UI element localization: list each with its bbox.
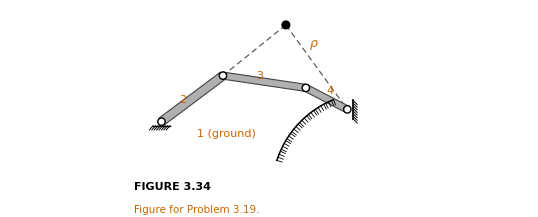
Text: 2: 2 [180, 95, 187, 105]
Polygon shape [304, 85, 349, 113]
Text: 1 (ground): 1 (ground) [196, 129, 256, 139]
Text: Figure for Problem 3.19.: Figure for Problem 3.19. [133, 205, 259, 215]
Polygon shape [159, 72, 225, 125]
Text: FIGURE 3.34: FIGURE 3.34 [133, 182, 210, 192]
Circle shape [302, 84, 309, 92]
Text: 4: 4 [327, 86, 334, 96]
Circle shape [282, 21, 290, 29]
Circle shape [220, 72, 226, 79]
Polygon shape [222, 72, 306, 91]
Circle shape [158, 118, 165, 125]
Text: $\rho$: $\rho$ [309, 38, 318, 52]
Circle shape [344, 106, 351, 113]
Text: 3: 3 [256, 71, 263, 81]
